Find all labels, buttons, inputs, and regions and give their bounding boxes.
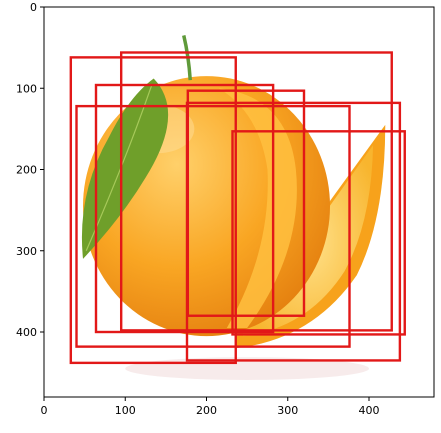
- bounding-box: [94, 83, 275, 334]
- leaf-icon: [81, 78, 169, 259]
- bounding-box: [231, 130, 406, 336]
- x-tick-label: 300: [277, 404, 298, 417]
- x-tick-label: 0: [41, 404, 48, 417]
- orange-image: [44, 7, 434, 397]
- y-tick-label: 100: [16, 82, 37, 95]
- bounding-box: [119, 51, 393, 332]
- y-tick-label: 300: [16, 245, 37, 258]
- bounding-box: [69, 56, 237, 365]
- x-tick-label: 200: [196, 404, 217, 417]
- axes-frame: [43, 6, 435, 398]
- y-tick-label: 200: [16, 164, 37, 177]
- y-tick-label: 400: [16, 326, 37, 339]
- x-tick-label: 100: [115, 404, 136, 417]
- bounding-boxes: [69, 51, 406, 365]
- bounding-box: [75, 104, 351, 348]
- orange-cut-edge: [218, 88, 297, 328]
- axis-ticks: 0 100 200 300 400 0 100 200 300 400: [16, 1, 380, 417]
- x-tick-label: 400: [359, 404, 380, 417]
- bounding-box: [185, 101, 402, 362]
- y-tick-label: 0: [30, 1, 37, 14]
